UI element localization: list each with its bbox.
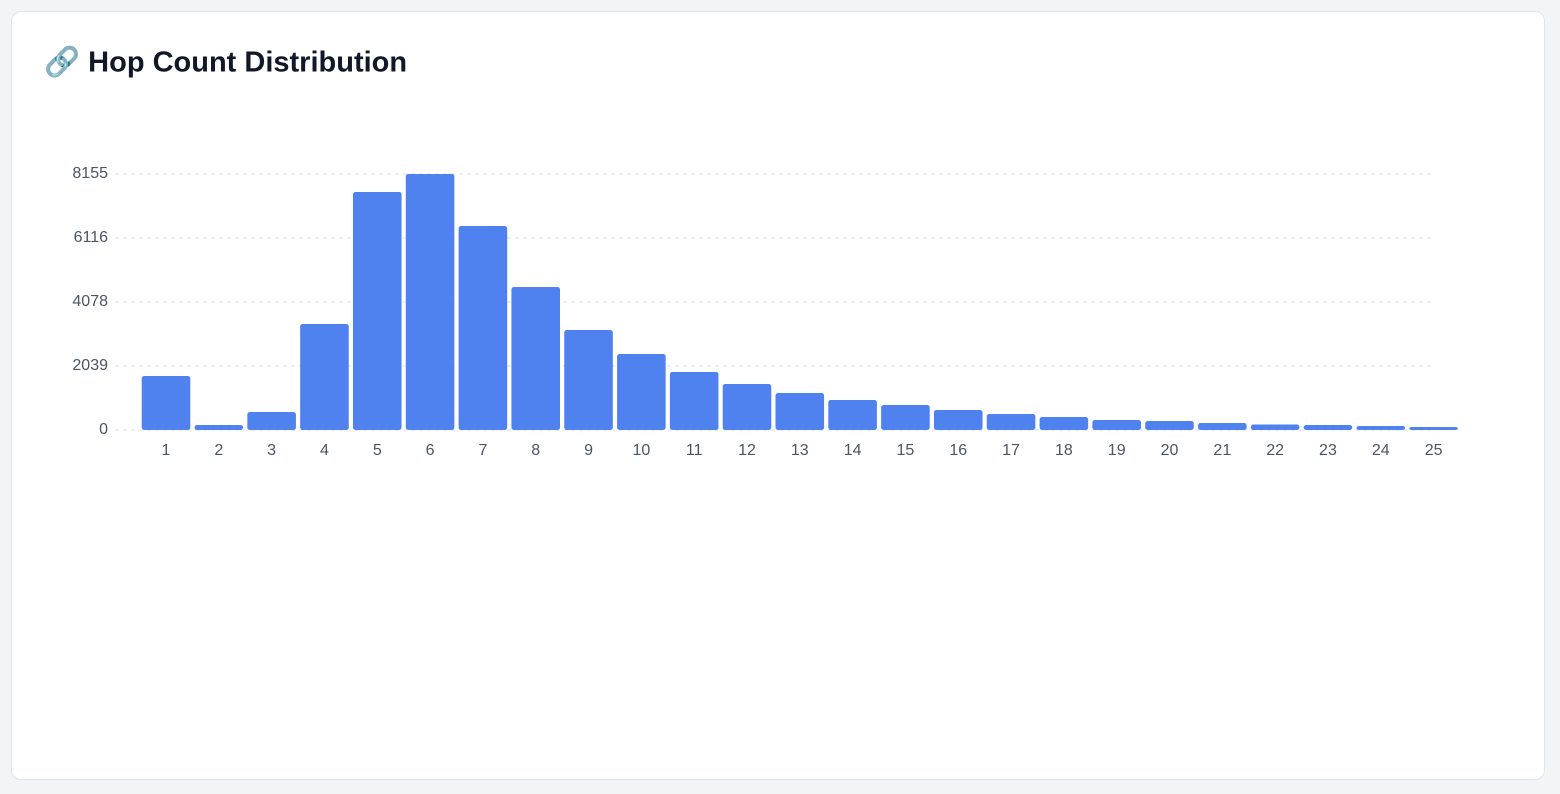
bar (986, 413, 1036, 430)
y-tick-label: 6116 (74, 229, 109, 246)
y-tick-label: 0 (99, 421, 108, 438)
x-tick-label: 8 (531, 442, 540, 459)
bar (828, 399, 877, 430)
x-tick-label: 18 (1055, 442, 1073, 459)
bar (300, 323, 349, 430)
y-tick-label: 8155 (72, 165, 108, 182)
x-tick-label: 7 (478, 442, 487, 459)
bar (247, 412, 296, 430)
x-tick-label: 25 (1425, 442, 1443, 459)
x-tick-label: 19 (1108, 442, 1126, 459)
x-tick-label: 10 (632, 442, 650, 459)
bar (458, 225, 508, 430)
bar (669, 371, 719, 430)
bar (352, 191, 402, 430)
x-tick-label: 6 (426, 442, 435, 459)
bar (881, 405, 930, 430)
x-tick-label: 21 (1213, 442, 1231, 459)
x-tick-label: 14 (844, 442, 862, 459)
bar (933, 410, 983, 430)
bar (1092, 419, 1141, 430)
bar (1039, 417, 1089, 430)
x-tick-label: 13 (791, 442, 809, 459)
x-tick-label: 4 (320, 442, 329, 459)
y-tick-label: 2039 (72, 357, 108, 374)
bar (511, 287, 561, 430)
x-tick-label: 5 (373, 442, 382, 459)
x-tick-label: 22 (1266, 442, 1284, 459)
x-tick-label: 1 (162, 442, 171, 459)
bar (1303, 425, 1353, 430)
bar (1409, 426, 1458, 430)
bar (1145, 420, 1194, 430)
x-tick-label: 9 (584, 442, 593, 459)
x-tick-label: 3 (267, 442, 276, 459)
x-tick-label: 17 (1002, 442, 1020, 459)
bar (405, 174, 455, 430)
y-tick-label: 4078 (72, 293, 108, 310)
bar (1356, 426, 1406, 430)
chart-title: 🔗 Hop Count Distribution (44, 44, 407, 80)
bar (194, 424, 244, 430)
bar (1250, 424, 1300, 430)
x-tick-label: 12 (738, 442, 756, 459)
x-tick-label: 23 (1319, 442, 1337, 459)
x-tick-label: 20 (1161, 442, 1179, 459)
bar (775, 392, 825, 430)
bar (617, 354, 666, 430)
x-tick-label: 24 (1372, 442, 1390, 459)
bar (564, 329, 613, 430)
bar (1198, 422, 1247, 430)
bar (141, 376, 191, 430)
bar (722, 384, 772, 430)
x-tick-label: 11 (686, 442, 703, 459)
x-tick-label: 15 (897, 442, 915, 459)
x-tick-label: 2 (214, 442, 223, 459)
x-tick-label: 16 (949, 442, 967, 459)
